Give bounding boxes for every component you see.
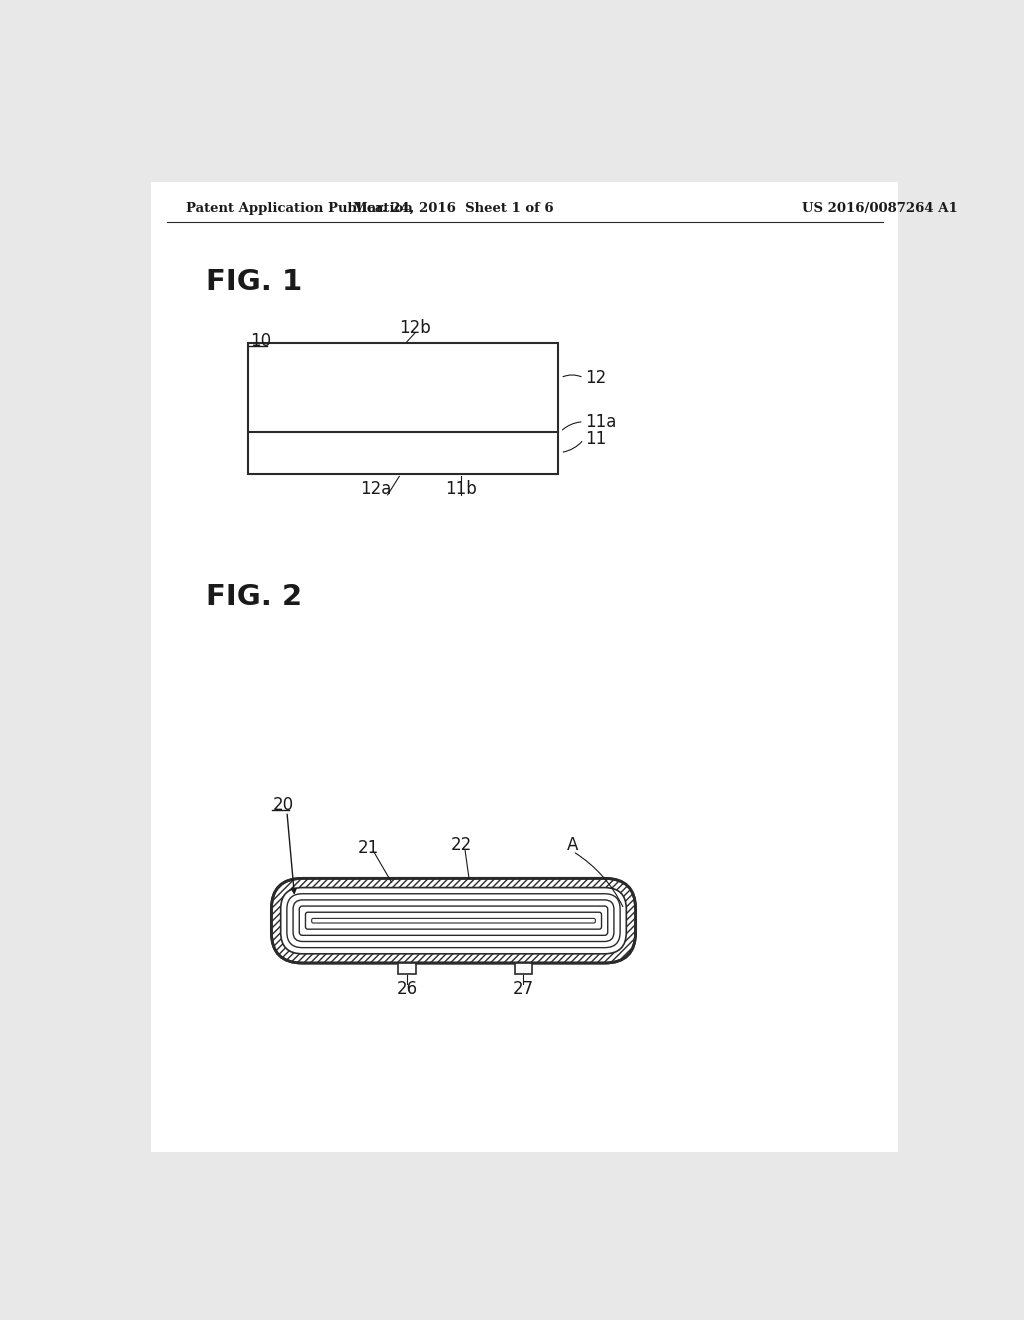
Text: 21: 21 (357, 838, 379, 857)
Text: FIG. 2: FIG. 2 (206, 583, 302, 611)
FancyBboxPatch shape (293, 900, 614, 941)
Bar (248, 343, 558, 474)
Bar (248, 432, 558, 474)
Text: 20: 20 (273, 796, 294, 814)
Text: 10: 10 (250, 331, 270, 350)
FancyBboxPatch shape (311, 919, 595, 923)
FancyBboxPatch shape (299, 906, 607, 936)
FancyBboxPatch shape (287, 894, 621, 948)
Text: FIG. 1: FIG. 1 (206, 268, 302, 296)
Text: 22: 22 (451, 837, 472, 854)
FancyBboxPatch shape (305, 912, 601, 929)
Text: 11a: 11a (586, 413, 616, 430)
FancyBboxPatch shape (271, 878, 636, 964)
Bar (515, 964, 531, 974)
Text: US 2016/0087264 A1: US 2016/0087264 A1 (802, 202, 958, 215)
Text: 12a: 12a (360, 480, 392, 499)
Text: 26: 26 (396, 981, 418, 998)
FancyBboxPatch shape (281, 887, 627, 954)
Text: Patent Application Publication: Patent Application Publication (186, 202, 413, 215)
Text: 12: 12 (586, 368, 606, 387)
Text: 27: 27 (513, 981, 534, 998)
Text: A: A (567, 837, 579, 854)
Bar (398, 964, 416, 974)
Text: 11: 11 (586, 430, 606, 449)
Text: Mar. 24, 2016  Sheet 1 of 6: Mar. 24, 2016 Sheet 1 of 6 (353, 202, 554, 215)
Bar (248, 343, 558, 432)
Text: 11b: 11b (445, 480, 477, 499)
Text: 12b: 12b (399, 319, 431, 337)
